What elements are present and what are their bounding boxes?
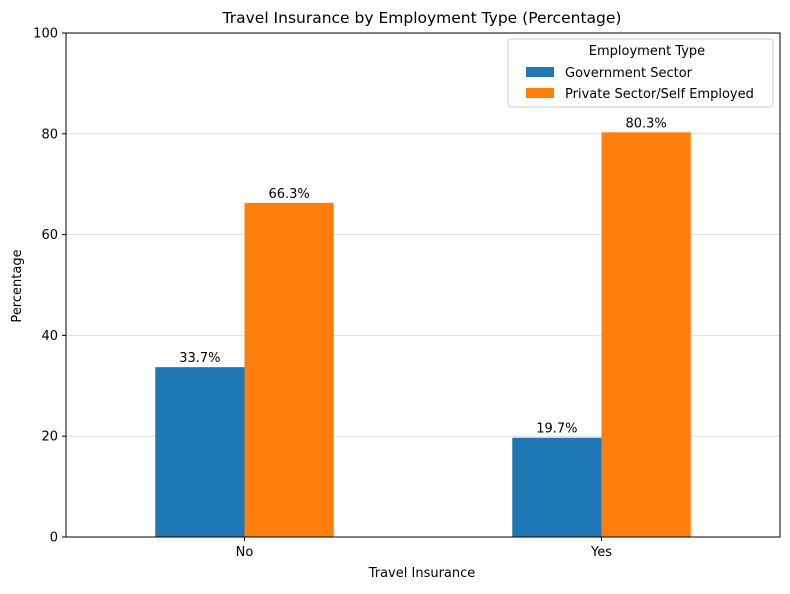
y-tick-label: 100	[33, 27, 58, 42]
chart-title: Travel Insurance by Employment Type (Per…	[222, 9, 622, 27]
bar	[155, 367, 245, 537]
data-label: 66.3%	[268, 187, 309, 202]
x-tick-label: No	[236, 545, 254, 560]
y-tick-label: 20	[41, 430, 58, 445]
x-axis-title: Travel Insurance	[368, 566, 476, 581]
y-tick-label: 60	[41, 228, 58, 243]
data-label: 33.7%	[179, 351, 220, 366]
data-labels: 33.7% 66.3% 19.7% 80.3%	[179, 116, 667, 436]
legend-label: Government Sector	[565, 66, 693, 81]
y-tick-label: 40	[41, 329, 58, 344]
bar	[244, 202, 334, 537]
bar	[601, 132, 691, 537]
legend-label: Private Sector/Self Employed	[565, 87, 754, 102]
y-axis-title: Percentage	[10, 249, 25, 322]
plot-frame	[65, 32, 781, 538]
axes: 0 20 40 60 80 100 No Yes	[33, 27, 612, 561]
x-tick-label: Yes	[590, 545, 612, 560]
legend-box	[507, 38, 774, 108]
bar	[512, 437, 602, 537]
data-label: 80.3%	[625, 116, 666, 131]
legend-swatch	[526, 88, 554, 98]
bars	[155, 132, 691, 537]
data-label: 19.7%	[536, 422, 577, 437]
legend-title: Employment Type	[589, 44, 705, 59]
legend: Employment Type Government Sector Private…	[507, 38, 774, 108]
legend-swatch	[526, 67, 554, 77]
y-tick-label: 80	[41, 127, 58, 142]
y-tick-label: 0	[50, 531, 58, 546]
